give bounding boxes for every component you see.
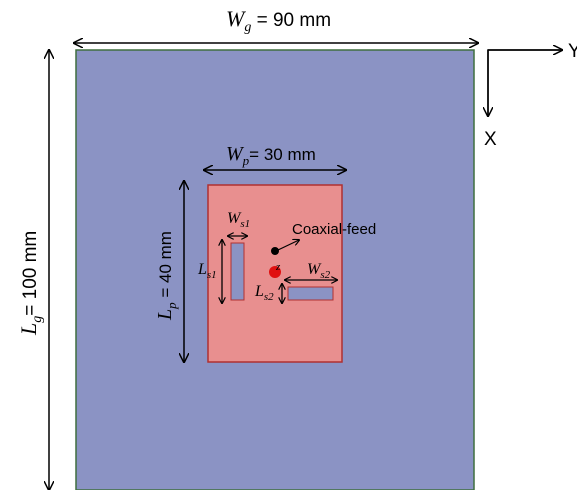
slot-2	[287, 286, 334, 301]
x-axis-label: X	[484, 129, 497, 150]
axis-lines	[487, 49, 560, 114]
wg-label: Wg = 90 mm	[226, 6, 331, 35]
lp-label: Lp = 40 mm	[154, 231, 179, 321]
y-axis-label: Y	[568, 41, 577, 62]
feed-pointer-arrow	[277, 240, 299, 251]
ws2-label: Ws2	[307, 261, 331, 281]
ls1-label: Ls1	[197, 261, 217, 281]
feed-dot	[269, 266, 281, 278]
wp-label: Wp= 30 mm	[226, 143, 316, 168]
feed-point	[271, 247, 279, 255]
lg-label: Lg= 100 mm	[16, 231, 45, 336]
slot-1	[230, 242, 245, 301]
ws1-label: Ws1	[227, 210, 250, 230]
feed-label: Coaxial-feed	[292, 221, 376, 238]
ls2-label: Ls2	[254, 283, 274, 303]
feed-dot-mark: z	[275, 261, 281, 273]
